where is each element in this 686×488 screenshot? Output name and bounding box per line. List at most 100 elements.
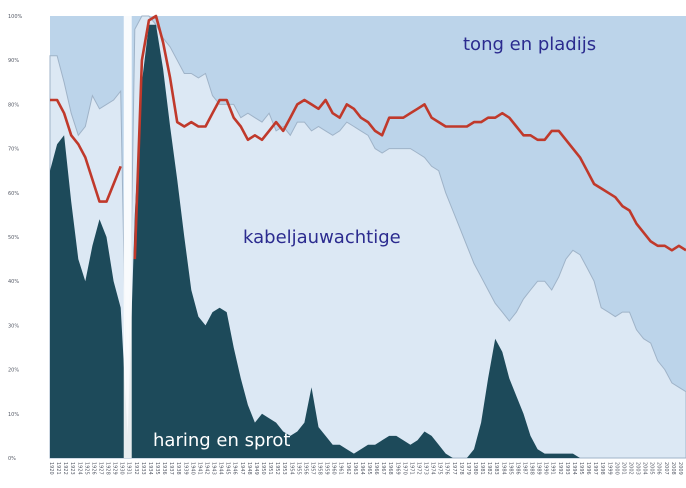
x-tick-label: 1924 [76, 462, 82, 475]
x-tick-label: 1955 [295, 462, 301, 475]
x-tick-label: 1990 [543, 462, 549, 475]
x-tick-label: 1968 [387, 462, 393, 475]
x-tick-label: 1975 [437, 462, 443, 475]
x-tick-label: 1943 [211, 462, 217, 475]
label-kabeljauwachtige: kabeljauwachtige [243, 227, 401, 248]
y-tick-label: 100% [8, 14, 23, 20]
x-tick-label: 2002 [628, 462, 634, 475]
x-tick-label: 2010 [684, 462, 686, 475]
x-tick-label: 1946 [232, 462, 238, 475]
x-tick-label: 1947 [239, 462, 245, 475]
y-tick-label: 30% [8, 323, 19, 329]
x-tick-label: 1967 [380, 462, 386, 475]
x-tick-label: 1953 [281, 462, 287, 475]
x-tick-label: 1950 [260, 462, 266, 475]
x-tick-label: 1999 [606, 462, 612, 475]
label-haring-en-sprot: haring en sprot [153, 430, 290, 451]
x-tick-label: 1995 [578, 462, 584, 475]
x-tick-label: 1969 [394, 462, 400, 475]
x-tick-label: 1930 [119, 462, 125, 475]
x-tick-label: 1973 [423, 462, 429, 475]
x-tick-label: 2005 [649, 462, 655, 475]
x-tick-label: 2000 [613, 462, 619, 475]
x-tick-label: 1922 [62, 462, 68, 475]
y-tick-label: 10% [8, 412, 19, 418]
series-areas [49, 15, 686, 459]
x-tick-label: 1959 [324, 462, 330, 475]
x-tick-label: 1921 [55, 462, 61, 475]
x-tick-label: 1983 [493, 462, 499, 475]
x-tick-label: 1970 [401, 462, 407, 475]
label-tong-en-pladijs: tong en pladijs [463, 34, 596, 55]
x-tick-label: 1923 [69, 462, 75, 475]
x-tick-label: 1931 [126, 462, 132, 475]
x-tick-label: 1929 [112, 462, 118, 475]
x-tick-label: 1974 [430, 462, 436, 475]
x-tick-label: 1937 [168, 462, 174, 475]
x-tick-label: 1963 [352, 462, 358, 475]
x-tick-label: 1984 [500, 462, 506, 475]
x-tick-label: 1945 [225, 462, 231, 475]
x-tick-label: 1980 [472, 462, 478, 475]
x-tick-label: 1987 [522, 462, 528, 475]
y-axis-ticks: 0% 10% 20% 30% 40% 50% 60% 70% 80% 90% 100% [8, 14, 23, 462]
x-tick-label: 2003 [635, 462, 641, 475]
x-tick-label: 1997 [592, 462, 598, 475]
x-tick-label: 1989 [536, 462, 542, 475]
x-tick-label: 2008 [670, 462, 676, 475]
x-tick-label: 1935 [154, 462, 160, 475]
x-tick-label: 1976 [444, 462, 450, 475]
x-tick-label: 1996 [585, 462, 591, 475]
data-gap-band [123, 16, 132, 458]
x-tick-label: 1962 [345, 462, 351, 475]
series-area-haring-en-sprot [50, 24, 686, 459]
x-tick-label: 1972 [416, 462, 422, 475]
y-tick-label: 0% [8, 456, 16, 462]
x-tick-label: 1979 [465, 462, 471, 475]
x-tick-label: 2009 [677, 462, 683, 475]
x-tick-label: 1920 [48, 462, 54, 475]
x-tick-label: 1993 [564, 462, 570, 475]
x-tick-label: 1965 [366, 462, 372, 475]
x-tick-label: 1932 [133, 462, 139, 475]
x-tick-label: 1939 [182, 462, 188, 475]
y-tick-label: 90% [8, 58, 19, 64]
x-tick-label: 1952 [274, 462, 280, 475]
x-tick-label: 1986 [514, 462, 520, 475]
x-tick-label: 1985 [507, 462, 513, 475]
y-tick-label: 20% [8, 368, 19, 374]
x-tick-label: 1971 [408, 462, 414, 475]
x-tick-label: 1981 [479, 462, 485, 475]
x-tick-label: 1936 [161, 462, 167, 475]
x-tick-label: 1961 [338, 462, 344, 475]
x-tick-label: 1957 [310, 462, 316, 475]
x-tick-label: 1928 [105, 462, 111, 475]
x-tick-label: 1933 [140, 462, 146, 475]
y-tick-label: 80% [8, 102, 19, 108]
x-tick-label: 1978 [458, 462, 464, 475]
x-tick-label: 1940 [189, 462, 195, 475]
x-tick-label: 1991 [550, 462, 556, 475]
x-tick-label: 1934 [147, 462, 153, 475]
x-tick-label: 1977 [451, 462, 457, 475]
x-tick-label: 1998 [599, 462, 605, 475]
x-tick-label: 1926 [90, 462, 96, 475]
x-tick-label: 2004 [642, 462, 648, 475]
x-tick-label: 1942 [204, 462, 210, 475]
x-tick-label: 1958 [317, 462, 323, 475]
x-tick-label: 2001 [620, 462, 626, 475]
x-tick-label: 1925 [83, 462, 89, 475]
x-tick-label: 1949 [253, 462, 259, 475]
x-tick-label: 1944 [218, 462, 224, 475]
x-tick-label: 1927 [98, 462, 104, 475]
y-tick-label: 60% [8, 191, 19, 197]
x-tick-label: 1992 [557, 462, 563, 475]
x-tick-label: 1954 [288, 462, 294, 475]
x-tick-label: 2006 [656, 462, 662, 475]
x-tick-label: 1941 [196, 462, 202, 475]
x-tick-label: 1966 [373, 462, 379, 475]
series-lines [50, 14, 686, 458]
x-tick-label: 1951 [267, 462, 273, 475]
x-tick-label: 1948 [246, 462, 252, 475]
x-tick-label: 1988 [529, 462, 535, 475]
